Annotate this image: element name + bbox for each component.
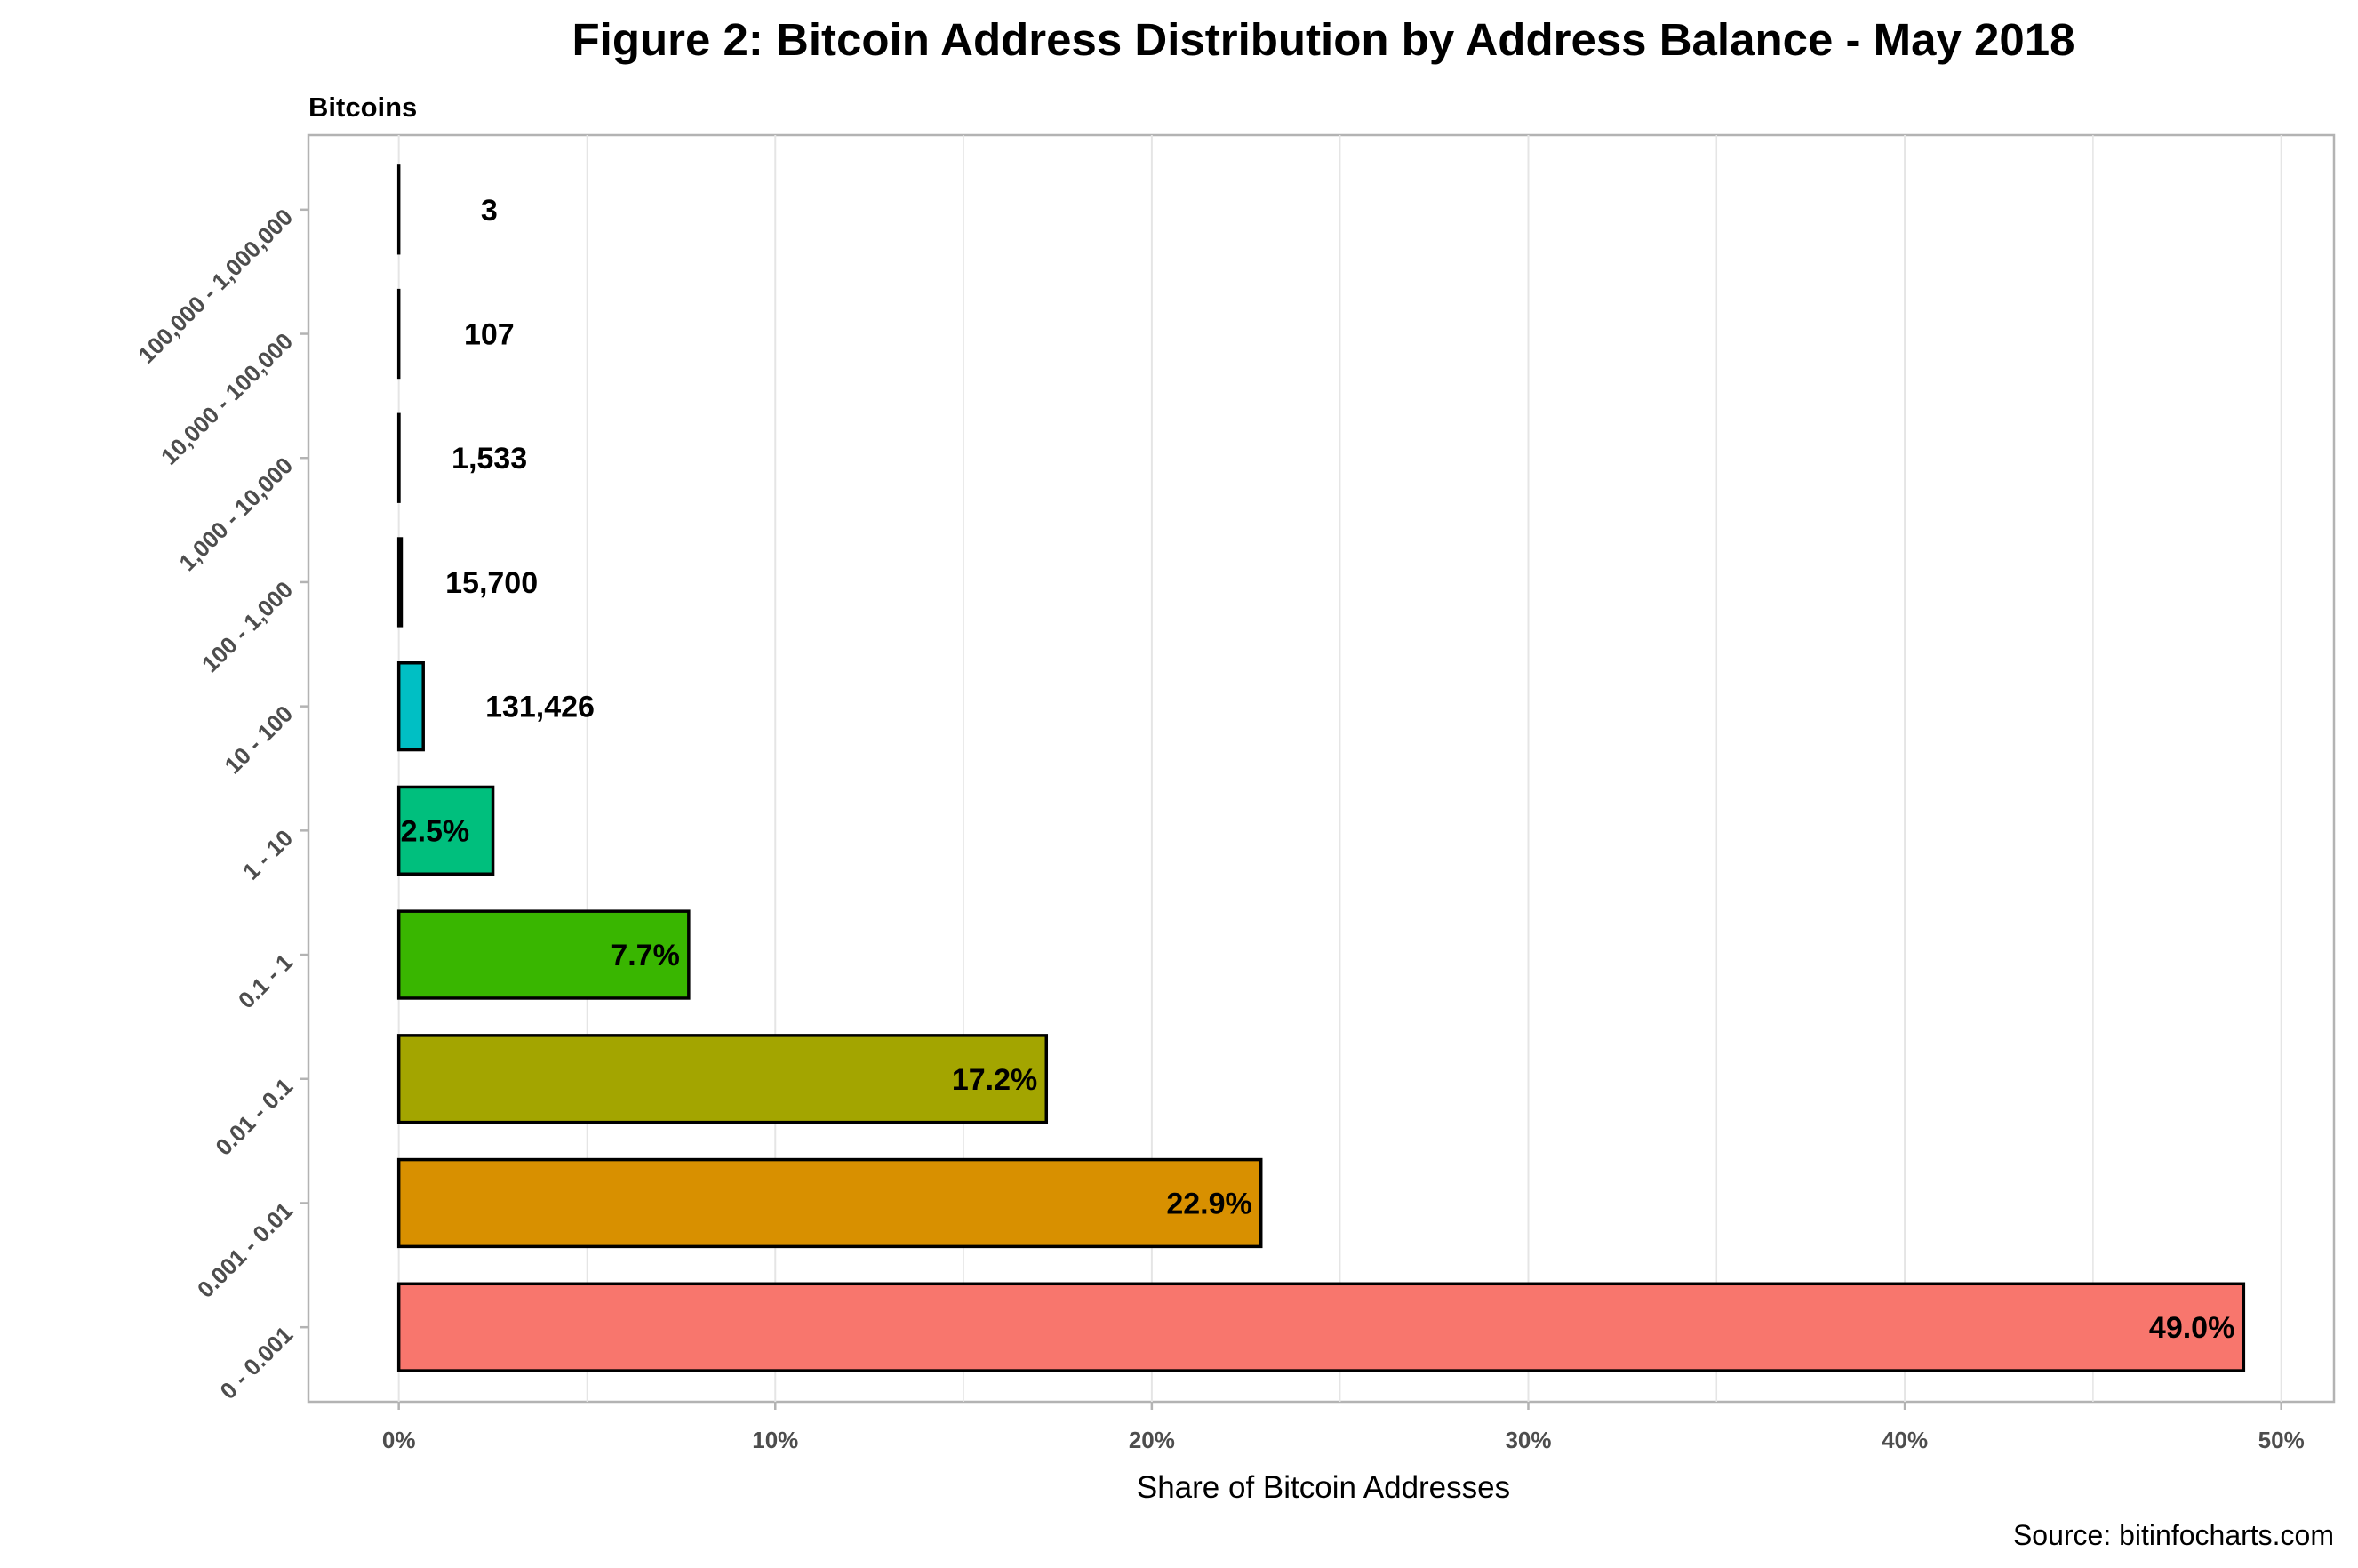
y-tick-label: 10 - 100: [220, 700, 299, 780]
y-tick-label: 0.001 - 0.01: [192, 1197, 298, 1303]
y-tick-label: 0 - 0.001: [214, 1321, 298, 1404]
bar: [399, 1160, 1261, 1247]
y-tick-label: 100 - 1,000: [196, 576, 298, 677]
x-axis-labels: 0% 10% 20% 30% 40% 50%: [382, 1402, 2305, 1453]
bar: [399, 1284, 2244, 1371]
bar-value-label: 49.0%: [2149, 1311, 2234, 1345]
x-tick-label: 30%: [1505, 1427, 1551, 1453]
y-tick-label: 0.01 - 0.1: [210, 1073, 298, 1161]
y-tick-label: 10,000 - 100,000: [156, 328, 298, 470]
bar-value-label: 22.9%: [1166, 1187, 1251, 1220]
bar-value-label: 7.7%: [611, 939, 680, 972]
y-axis-title: Bitcoins: [308, 92, 417, 123]
bar: [399, 1036, 1047, 1123]
bar: [399, 663, 424, 750]
y-axis-labels: 0 - 0.001 0.001 - 0.01 0.01 - 0.1 0.1 - 1 1 …: [132, 204, 308, 1404]
bar-value-label: 17.2%: [952, 1063, 1037, 1097]
bar-value-label: 2.5%: [401, 814, 469, 848]
x-tick-label: 0%: [382, 1427, 416, 1453]
x-tick-label: 10%: [752, 1427, 798, 1453]
y-tick-label: 1,000 - 10,000: [173, 452, 298, 576]
x-tick-label: 40%: [1882, 1427, 1928, 1453]
x-tick-label: 20%: [1129, 1427, 1175, 1453]
bar-value-label: 3: [481, 194, 498, 228]
bar: [399, 539, 402, 626]
x-tick-label: 50%: [2258, 1427, 2305, 1453]
y-tick-label: 0.1 - 1: [233, 948, 298, 1013]
bar-value-label: 1,533: [452, 442, 527, 476]
bar-value-label: 107: [464, 318, 515, 352]
bar-value-label: 15,700: [445, 566, 538, 600]
chart-title: Figure 2: Bitcoin Address Distribution b…: [572, 14, 2075, 65]
bar-value-label: 131,426: [485, 691, 595, 724]
source-note: Source: bitinfocharts.com: [2013, 1519, 2334, 1551]
x-axis-title: Share of Bitcoin Addresses: [1137, 1470, 1510, 1505]
y-tick-label: 1 - 10: [237, 824, 298, 884]
